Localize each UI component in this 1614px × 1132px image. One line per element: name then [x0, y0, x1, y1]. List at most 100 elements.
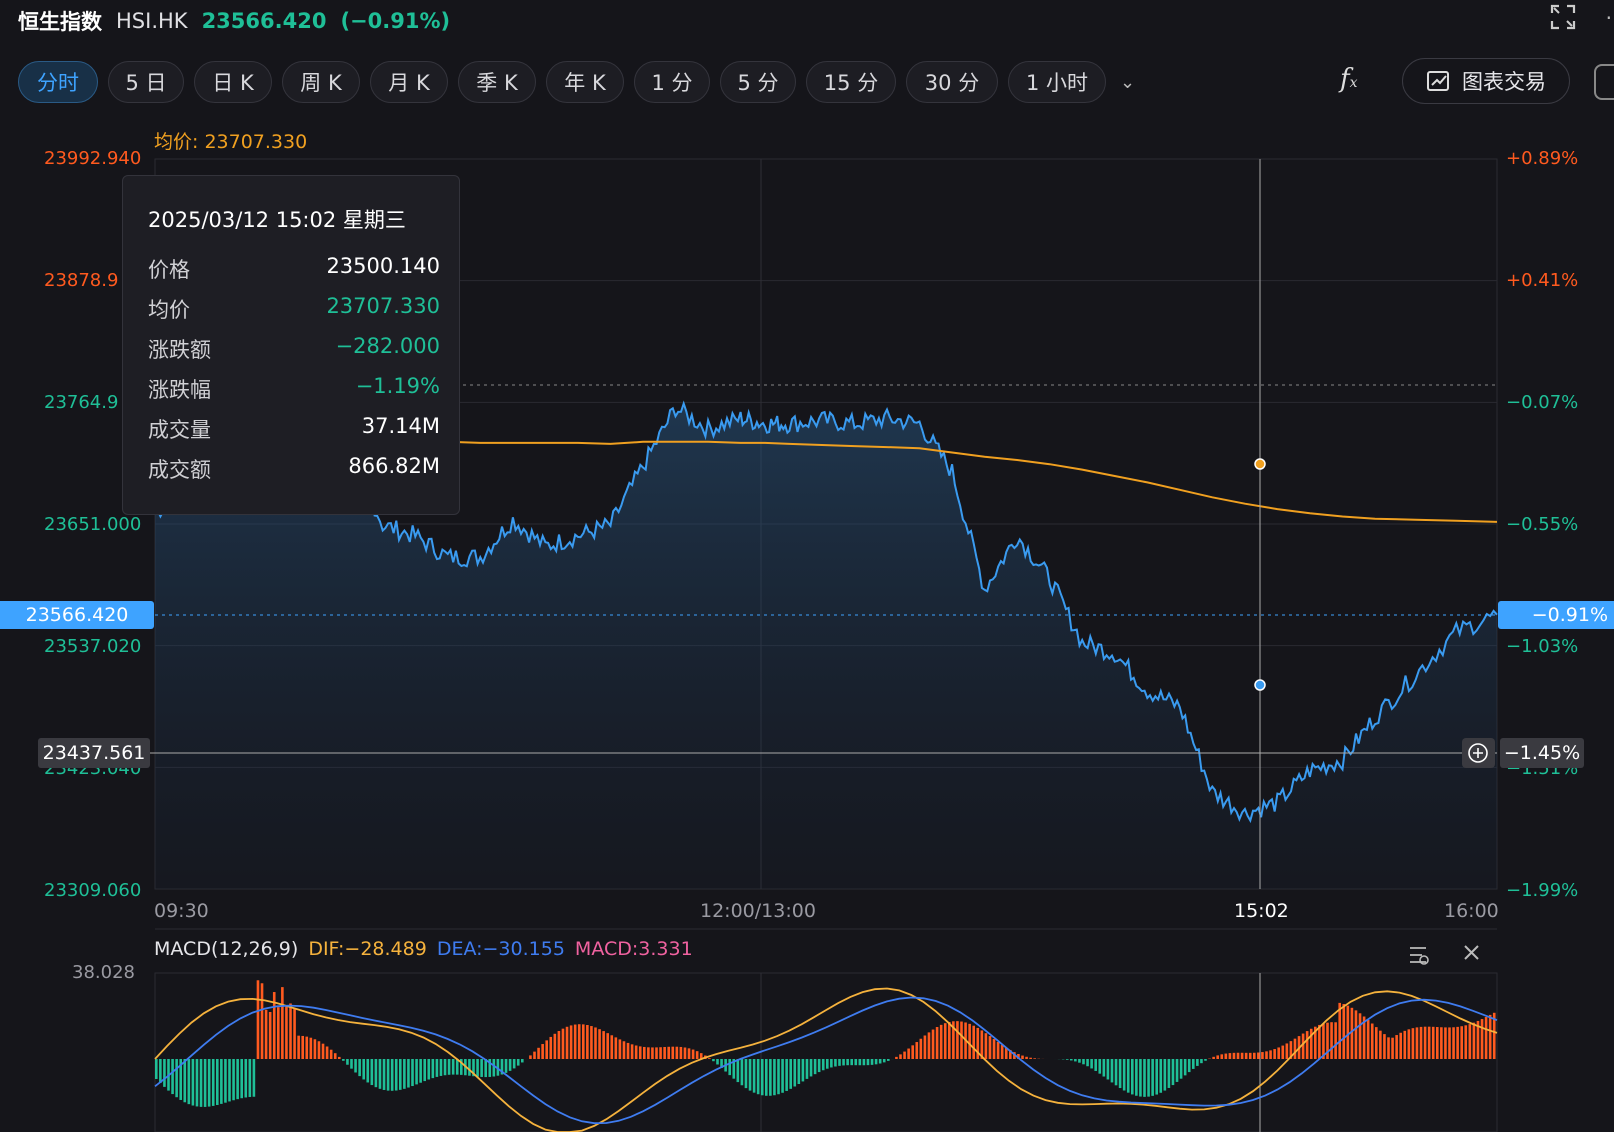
- macd-dea: DEA:−30.155: [436, 938, 565, 960]
- macd-bar: [1322, 1023, 1325, 1059]
- more-icon[interactable]: ·: [1605, 6, 1612, 30]
- macd-bar: [943, 1023, 947, 1059]
- macd-bar: [1354, 1010, 1358, 1059]
- macd-bar: [403, 1059, 406, 1089]
- tab-5min[interactable]: 5 分: [720, 61, 796, 103]
- macd-bar: [1423, 1026, 1427, 1059]
- macd-bar: [1009, 1049, 1012, 1059]
- y-tick-4: 23651.000: [44, 514, 142, 535]
- macd-bar: [342, 1059, 345, 1061]
- add-alert-icon[interactable]: [1462, 738, 1495, 768]
- tab-1hour[interactable]: 1 小时: [1008, 61, 1106, 103]
- macd-bar: [760, 1059, 764, 1096]
- macd-bar: [769, 1059, 772, 1096]
- macd-bar: [325, 1046, 329, 1059]
- tab-15min[interactable]: 15 分: [806, 61, 896, 103]
- macd-bar: [618, 1039, 622, 1059]
- macd-bar: [1025, 1056, 1028, 1059]
- avg-price-label: 均价: 23707.330: [154, 131, 308, 153]
- macd-bar: [870, 1059, 874, 1065]
- macd-bar: [1464, 1025, 1468, 1059]
- macd-value: MACD:3.331: [574, 938, 693, 960]
- macd-bar: [553, 1033, 557, 1059]
- x-tick-crosshair: 15:02: [1234, 900, 1289, 922]
- macd-bar: [594, 1027, 597, 1059]
- macd-bar: [1427, 1026, 1431, 1059]
- macd-bar: [407, 1059, 410, 1088]
- tab-intraday[interactable]: 分时: [18, 61, 98, 103]
- tooltip-row-turnover: 成交额 866.82M: [148, 454, 440, 482]
- fullscreen-icon[interactable]: [1550, 4, 1576, 30]
- macd-histogram: [155, 980, 1496, 1107]
- macd-close-icon[interactable]: [1464, 945, 1479, 960]
- chart-trade-button[interactable]: 图表交易: [1402, 58, 1570, 104]
- macd-bar: [378, 1059, 382, 1089]
- macd-bar: [504, 1059, 508, 1073]
- macd-bar: [716, 1059, 719, 1065]
- macd-bar: [207, 1059, 211, 1107]
- macd-bar: [1314, 1026, 1317, 1059]
- macd-bar: [386, 1059, 390, 1091]
- macd-bar: [415, 1059, 418, 1085]
- macd-bar: [277, 1007, 280, 1059]
- macd-bar: [1383, 1034, 1386, 1059]
- macd-bar: [159, 1059, 162, 1083]
- macd-bar: [598, 1029, 601, 1059]
- macd-bar: [374, 1059, 378, 1088]
- macd-bar: [549, 1036, 553, 1059]
- macd-bar: [748, 1059, 752, 1091]
- current-price-tag: 23566.420: [0, 601, 154, 629]
- macd-bar: [952, 1021, 955, 1059]
- macd-bar: [1309, 1028, 1313, 1059]
- macd-bar: [338, 1056, 341, 1059]
- macd-bar: [1070, 1059, 1073, 1061]
- macd-bar: [1110, 1059, 1114, 1083]
- macd-bar: [297, 1035, 300, 1059]
- macd-bar: [691, 1049, 695, 1059]
- macd-bar: [862, 1059, 866, 1066]
- macd-bar: [1248, 1052, 1252, 1059]
- macd-bar: [260, 983, 264, 1059]
- macd-bar: [1468, 1024, 1472, 1059]
- tab-month-k[interactable]: 月 K: [370, 61, 448, 103]
- tab-5day[interactable]: 5 日: [108, 61, 184, 103]
- macd-bar: [675, 1046, 679, 1059]
- macd-bar: [561, 1028, 565, 1059]
- macd-bar: [1281, 1045, 1285, 1059]
- macd-bar: [346, 1059, 349, 1065]
- macd-bar: [634, 1045, 638, 1059]
- macd-bar: [695, 1051, 699, 1059]
- macd-bar: [195, 1059, 199, 1107]
- macd-bar: [1065, 1059, 1069, 1060]
- tab-year-k[interactable]: 年 K: [546, 61, 624, 103]
- x-tick-close: 16:00: [1444, 900, 1499, 922]
- macd-bar: [313, 1039, 317, 1059]
- macd-bar: [370, 1059, 374, 1086]
- macd-bar: [586, 1024, 589, 1059]
- macd-bar: [1257, 1052, 1260, 1059]
- macd-bar: [1338, 1002, 1341, 1059]
- macd-bar: [1395, 1035, 1398, 1059]
- chevron-down-icon[interactable]: ⌄: [1120, 71, 1136, 93]
- side-panel-handle[interactable]: [1594, 64, 1614, 100]
- macd-bar: [773, 1059, 776, 1096]
- macd-bar: [516, 1059, 520, 1066]
- tab-1min[interactable]: 1 分: [634, 61, 710, 103]
- macd-bar: [289, 1003, 292, 1059]
- macd-bar: [1074, 1059, 1077, 1062]
- tab-week-k[interactable]: 周 K: [282, 61, 360, 103]
- tab-day-k[interactable]: 日 K: [194, 61, 272, 103]
- macd-bar: [980, 1030, 984, 1059]
- formula-icon[interactable]: fx: [1340, 64, 1358, 94]
- macd-bar: [1419, 1026, 1423, 1059]
- macd-bar: [1004, 1047, 1008, 1059]
- macd-bar: [163, 1059, 166, 1087]
- tab-quarter-k[interactable]: 季 K: [458, 61, 536, 103]
- macd-bar: [390, 1059, 394, 1091]
- tab-30min[interactable]: 30 分: [906, 61, 998, 103]
- macd-bar: [610, 1035, 614, 1059]
- macd-settings-icon[interactable]: [1410, 947, 1429, 965]
- macd-bar: [647, 1047, 650, 1059]
- macd-bar: [1362, 1016, 1366, 1059]
